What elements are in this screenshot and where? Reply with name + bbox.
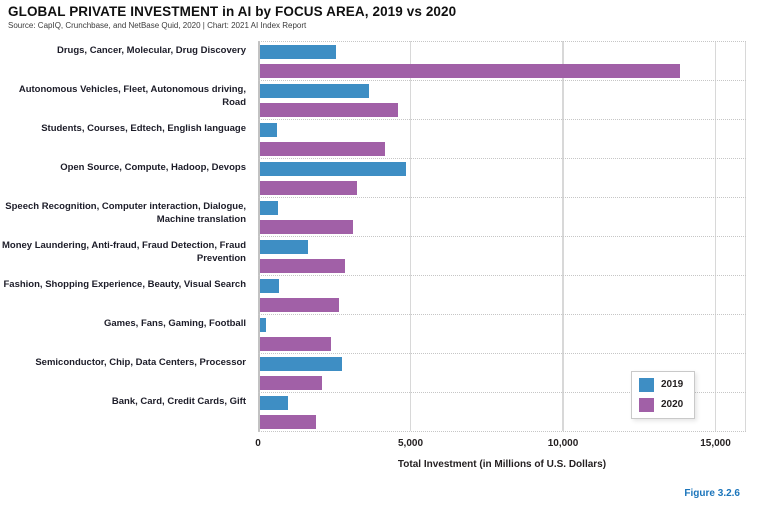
bar-2020 <box>259 64 681 78</box>
legend-label-2020: 2020 <box>661 399 684 410</box>
row-separator <box>258 158 746 159</box>
bar-2020 <box>259 298 339 312</box>
legend-item-2019: 2019 <box>639 378 683 392</box>
bar-2019 <box>259 318 266 332</box>
legend-swatch-2020 <box>639 398 654 412</box>
row-separator <box>258 275 746 276</box>
bar-2019 <box>259 396 288 410</box>
chart-title: GLOBAL PRIVATE INVESTMENT in AI by FOCUS… <box>8 4 457 19</box>
category-label: Money Laundering, Anti-fraud, Fraud Dete… <box>1 240 246 264</box>
category-label: Bank, Card, Credit Cards, Gift <box>111 396 246 407</box>
category-label: Students, Courses, Edtech, English langu… <box>41 123 246 134</box>
row-separator <box>258 431 746 432</box>
bar-2019 <box>259 123 277 137</box>
bar-2019 <box>259 84 370 98</box>
bar-2019 <box>259 279 280 293</box>
bar-2019 <box>259 201 278 215</box>
legend-label-2019: 2019 <box>661 379 684 390</box>
category-label: Speech Recognition, Computer interaction… <box>5 201 246 225</box>
category-label: Open Source, Compute, Hadoop, Devops <box>60 162 246 173</box>
bar-2020 <box>259 220 353 234</box>
bar-2020 <box>259 181 358 195</box>
x-axis-title: Total Investment (in Millions of U.S. Do… <box>397 459 607 470</box>
x-tick-label: 0 <box>255 438 261 449</box>
row-separator <box>258 119 746 120</box>
bar-2019 <box>259 45 336 59</box>
bar-2020 <box>259 103 399 117</box>
legend-item-2020: 2020 <box>639 398 683 412</box>
category-label: Fashion, Shopping Experience, Beauty, Vi… <box>3 279 247 290</box>
row-separator <box>258 392 746 393</box>
row-separator <box>258 80 746 81</box>
row-separator <box>258 236 746 237</box>
bar-2020 <box>259 337 331 351</box>
bar-2020 <box>259 259 345 273</box>
bar-2019 <box>259 357 342 371</box>
bar-2020 <box>259 415 316 429</box>
bar-2020 <box>259 376 323 390</box>
legend-box: 2019 2020 <box>631 371 696 419</box>
bar-2020 <box>259 142 385 156</box>
category-label: Autonomous Vehicles, Fleet, Autonomous d… <box>18 84 246 108</box>
x-tick-label: 15,000 <box>700 438 731 449</box>
row-separator <box>258 197 746 198</box>
category-label: Games, Fans, Gaming, Football <box>104 318 246 329</box>
plot-area <box>258 41 746 432</box>
figure-number-label: Figure 3.2.6 <box>684 488 740 499</box>
bar-2019 <box>259 162 406 176</box>
legend-swatch-2019 <box>639 378 654 392</box>
row-separator <box>258 353 746 354</box>
row-separator <box>258 314 746 315</box>
chart-source: Source: CapIQ, Crunchbase, and NetBase Q… <box>8 21 307 30</box>
x-tick-label: 10,000 <box>547 438 579 449</box>
x-tick-label: 5,000 <box>397 438 424 449</box>
row-separator <box>258 41 746 42</box>
bar-2019 <box>259 240 309 254</box>
category-label: Drugs, Cancer, Molecular, Drug Discovery <box>56 45 246 56</box>
category-label: Semiconductor, Chip, Data Centers, Proce… <box>35 357 246 368</box>
